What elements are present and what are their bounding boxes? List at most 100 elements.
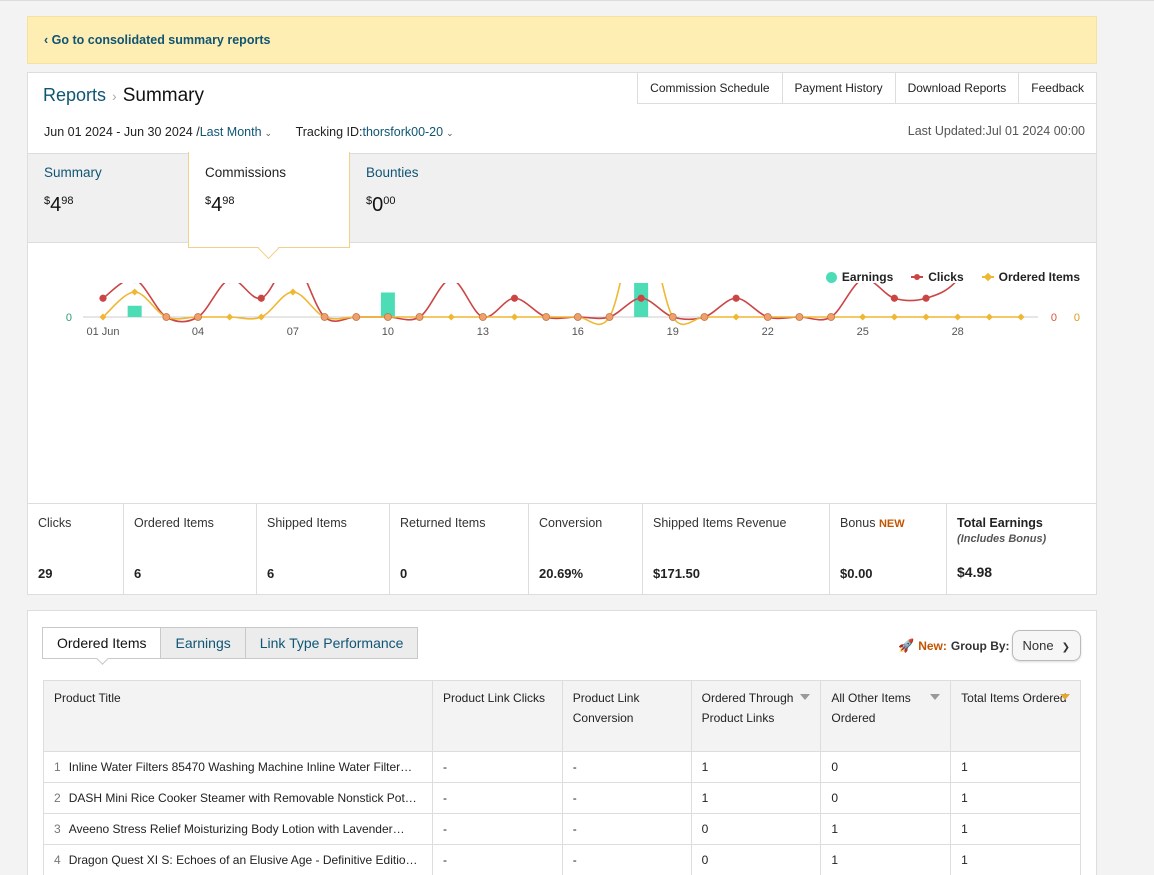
sort-active-icon [1060,694,1070,700]
tracking-id-dropdown[interactable]: thorsfork00-20 ⌄ [362,125,453,139]
ordered-point [226,313,234,321]
download-reports-tab[interactable]: Download Reports [894,72,1020,104]
col-ordered-through-links[interactable]: Ordered Through Product Links [690,680,822,752]
tab-summary[interactable]: Summary $498 [44,165,102,217]
product-link[interactable]: Dragon Quest XI S: Echoes of an Elusive … [68,853,425,867]
table-tabs: Ordered Items Earnings Link Type Perform… [42,627,419,659]
earnings-dot-icon [825,271,837,283]
stat-conversion: Conversion 20.69% [529,504,643,595]
last-updated: Last Updated:Jul 01 2024 00:00 [907,124,1085,138]
chart-legend: Earnings Clicks Ordered Items [825,270,1080,284]
consolidated-reports-link[interactable]: ‹ Go to consolidated summary reports [44,33,271,47]
col-all-other-items[interactable]: All Other Items Ordered [820,680,952,752]
page-title: Summary [122,85,204,106]
table-row: 3 Aveeno Stress Relief Moisturizing Body … [43,813,1081,845]
product-title-cell: 3 Aveeno Stress Relief Moisturizing Body … [43,813,433,845]
payment-history-tab[interactable]: Payment History [781,72,896,104]
stat-total-earnings: Total Earnings (Includes Bonus) $4.98 [957,516,1047,580]
legend-ordered-items[interactable]: Ordered Items [981,270,1080,284]
group-by-control: 🚀 New: Group By: None ❯ [898,630,1081,661]
ordered-point [447,313,455,321]
consolidated-banner: ‹ Go to consolidated summary reports [27,16,1097,64]
breadcrumb: Reports › Summary [43,85,204,107]
tab-ordered-items[interactable]: Ordered Items [42,627,162,659]
clicks-point [415,313,424,321]
table-cell: 1 [950,844,1081,875]
table-row: 1 Inline Water Filters 85470 Washing Mach… [43,751,1081,783]
table-cell: 1 [820,813,952,845]
tab-bounties[interactable]: Bounties $000 [366,165,419,217]
clicks-point [99,294,107,302]
breadcrumb-reports[interactable]: Reports [43,85,107,105]
clicks-line [102,283,956,323]
product-link[interactable]: Aveeno Stress Relief Moisturizing Body L… [68,822,405,836]
tab-earnings[interactable]: Earnings [160,627,246,659]
col-product-link-conversion[interactable]: Product Link Conversion [561,680,692,752]
tab-commissions[interactable]: Commissions $498 [205,165,286,217]
x-tick-label: 16 [572,326,584,338]
group-by-select[interactable]: None ❯ [1011,630,1081,661]
x-tick-label: 25 [857,326,869,338]
stats-row: Clicks 29 Ordered Items 6 Shipped Items 6 R… [28,503,1096,595]
period-dropdown[interactable]: Last Month ⌄ [200,125,272,139]
table-cell: 1 [820,844,952,875]
new-label: New: [918,638,947,653]
legend-clicks[interactable]: Clicks [911,270,964,284]
tab-summary-label: Summary [44,165,102,180]
clicks-point [257,294,265,302]
clicks-point [763,313,772,321]
col-product-title[interactable]: Product Title [43,680,433,752]
summary-card: Reports › Summary Commission Schedule Paym… [27,72,1097,595]
summary-amount: $498 [44,194,74,216]
clicks-point [320,313,329,321]
period-label: Last Month [199,125,262,139]
bounties-amount: $000 [366,194,396,216]
table-cell: - [561,813,692,845]
stat-returned-items: Returned Items 0 [390,504,529,595]
clicks-point [827,313,835,321]
tab-bounties-label: Bounties [366,165,419,180]
clicks-point [352,313,361,321]
tab-link-type-performance[interactable]: Link Type Performance [244,627,419,659]
ordered-point [131,288,139,296]
table-cell: - [431,844,563,875]
date-range: Jun 01 2024 - Jun 30 2024 / [44,125,200,139]
table-cell: - [431,813,563,845]
table-cell: 0 [820,782,952,814]
ordered-point [859,313,867,321]
clicks-point [194,313,202,321]
earnings-chart: 000$2.0032$4.0054$6.008601 Jun0407101316… [66,283,1080,338]
table-cell: - [431,751,563,783]
product-link[interactable]: Inline Water Filters 85470 Washing Machi… [68,760,413,774]
breadcrumb-separator: › [112,88,117,104]
table-cell: - [561,751,692,783]
report-nav: Commission Schedule Payment History Down… [637,72,1097,104]
col-product-link-clicks[interactable]: Product Link Clicks [431,680,563,752]
tab-commissions-label: Commissions [205,165,287,180]
ordered-point [985,313,993,321]
earnings-bar [380,292,395,317]
clicks-point [573,313,582,321]
product-title-cell: 2 DASH Mini Rice Cooker Steamer with Remo… [43,782,433,814]
ordered-point [922,313,930,321]
table-cell: 0 [690,813,822,845]
feedback-tab[interactable]: Feedback [1018,72,1097,104]
y-tick-ordered: 0 [1074,312,1080,324]
product-link[interactable]: DASH Mini Rice Cooker Steamer with Remov… [68,791,417,805]
clicks-point [668,313,677,321]
x-tick-label: 28 [952,326,964,338]
chevron-down-icon: ⌄ [264,128,273,138]
table-cell: 1 [950,751,1081,783]
clicks-point [478,313,487,321]
legend-earnings[interactable]: Earnings [825,270,893,284]
col-total-items[interactable]: Total Items Ordered [950,680,1081,752]
table-cell: 1 [690,751,822,783]
earnings-bar [127,305,142,317]
x-tick-label: 22 [762,326,774,338]
stat-bonus: Bonus NEW $0.00 [830,504,947,595]
table-cell: - [431,782,563,814]
y-tick-clicks: 0 [1051,312,1057,324]
x-tick-label: 10 [382,326,394,338]
commission-schedule-tab[interactable]: Commission Schedule [637,72,783,104]
x-tick-label: 13 [477,326,489,338]
